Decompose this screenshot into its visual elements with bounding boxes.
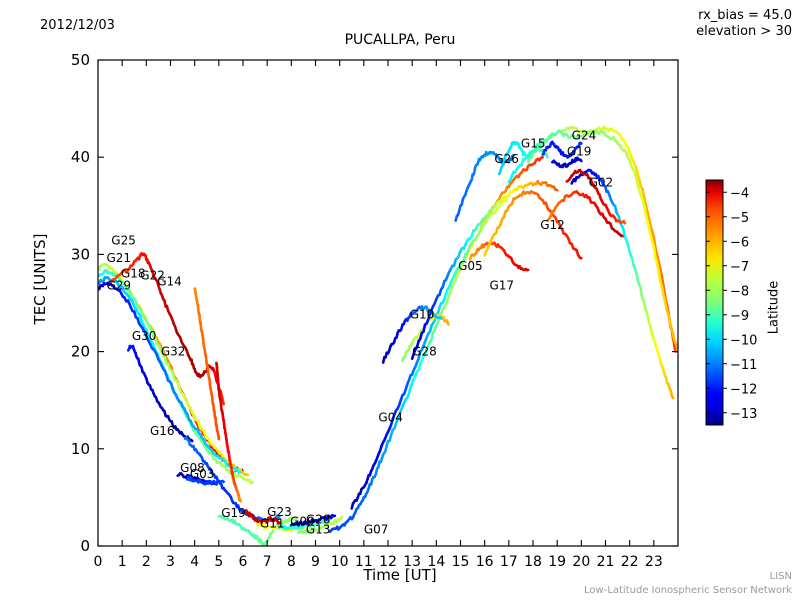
colorbar-ticks: −4 −5 −6 −7 −8 −9 −10 −11 −12 −13	[706, 186, 757, 422]
svg-text:20: 20	[71, 343, 90, 361]
svg-text:2: 2	[142, 554, 151, 570]
date-label: 2012/12/03	[40, 18, 115, 33]
svg-text:−8: −8	[730, 284, 749, 299]
svg-text:4: 4	[190, 554, 199, 570]
series-label-g21: G21	[106, 251, 131, 265]
svg-text:13: 13	[403, 554, 421, 570]
svg-text:8: 8	[287, 554, 296, 570]
svg-text:12: 12	[379, 554, 397, 570]
series-label-g30: G30	[132, 329, 157, 343]
svg-text:9: 9	[311, 554, 320, 570]
svg-text:18: 18	[524, 554, 542, 570]
svg-text:−6: −6	[730, 235, 749, 250]
svg-text:−7: −7	[730, 260, 749, 275]
svg-text:11: 11	[355, 554, 373, 570]
series-label-g32: G32	[161, 344, 186, 358]
series-label-g28: G28	[412, 344, 437, 358]
svg-text:22: 22	[621, 554, 639, 570]
svg-text:15: 15	[452, 554, 470, 570]
series-label-g03: G03	[190, 467, 215, 481]
series-label-g19: G19	[221, 506, 246, 520]
rx-bias-annotation: rx_bias = 45.0	[698, 8, 792, 23]
series-label-g29: G29	[106, 278, 131, 292]
svg-text:7: 7	[263, 554, 272, 570]
svg-text:−4: −4	[730, 186, 749, 201]
svg-text:1: 1	[118, 554, 127, 570]
colorbar-gradient	[705, 179, 724, 426]
elevation-annotation: elevation > 30	[696, 24, 792, 40]
series-label-g20: G20	[306, 513, 331, 527]
svg-text:40: 40	[71, 148, 90, 166]
svg-text:−5: −5	[730, 211, 749, 226]
svg-text:17: 17	[500, 554, 518, 570]
x-axis-label: Time [UT]	[363, 566, 437, 584]
series-label-g17: G17	[490, 278, 515, 292]
series-label-g11: G11	[260, 517, 285, 531]
svg-text:6: 6	[239, 554, 248, 570]
y-axis-ticks: 0 10 20 30 40 50	[71, 51, 678, 555]
svg-text:23: 23	[645, 554, 663, 570]
svg-text:16: 16	[476, 554, 494, 570]
svg-text:−9: −9	[730, 309, 749, 324]
page-title: PUCALLPA, Peru	[344, 32, 456, 48]
svg-text:30: 30	[71, 245, 90, 263]
series-label-g07: G07	[364, 522, 389, 536]
data-traces	[98, 125, 678, 546]
svg-text:5: 5	[214, 554, 223, 570]
svg-text:10: 10	[331, 554, 349, 570]
series-label-g02: G02	[589, 175, 614, 189]
series-label-g10: G10	[410, 308, 435, 322]
series-label-g13: G13	[306, 522, 331, 536]
svg-text:20: 20	[572, 554, 590, 570]
credit-line-2: Low-Latitude Ionospheric Sensor Network	[584, 584, 792, 596]
svg-text:−13: −13	[730, 407, 757, 422]
series-label-g09: G09	[290, 515, 315, 529]
series-label-g08: G08	[180, 461, 205, 475]
series-label-g26: G26	[494, 152, 519, 166]
svg-text:10: 10	[71, 440, 90, 458]
svg-text:50: 50	[71, 51, 90, 69]
svg-text:−11: −11	[730, 358, 757, 373]
svg-text:21: 21	[597, 554, 615, 570]
series-label-g18: G18	[121, 267, 146, 281]
series-label-g14: G14	[157, 275, 182, 289]
series-label-g22: G22	[140, 269, 165, 283]
lisn-credit: LISN Low-Latitude Ionospheric Sensor Net…	[584, 570, 792, 597]
series-label-g23: G23	[267, 505, 292, 519]
series-label-g19: G19	[567, 144, 592, 158]
svg-text:−12: −12	[730, 382, 757, 397]
series-label-g04: G04	[378, 411, 403, 425]
plot-annotations: rx_bias = 45.0 elevation > 30	[696, 8, 792, 41]
x-axis-ticks: 0 1 2 3 4 5 6 7 8 9 10 11 12 13 14 15 16 17 18 19 20 21 22 23	[94, 60, 663, 570]
series-label-g24: G24	[572, 129, 597, 143]
svg-text:19: 19	[548, 554, 566, 570]
credit-line-1: LISN	[769, 571, 792, 582]
series-label-g15: G15	[521, 136, 546, 150]
svg-text:0: 0	[94, 554, 103, 570]
svg-text:14: 14	[427, 554, 445, 570]
series-label-g16: G16	[150, 424, 175, 438]
svg-text:−10: −10	[730, 333, 757, 348]
svg-text:3: 3	[166, 554, 175, 570]
series-label-g25: G25	[111, 234, 136, 248]
series-label-g12: G12	[540, 218, 565, 232]
svg-text:0: 0	[80, 537, 90, 555]
series-label-g05: G05	[458, 259, 483, 273]
